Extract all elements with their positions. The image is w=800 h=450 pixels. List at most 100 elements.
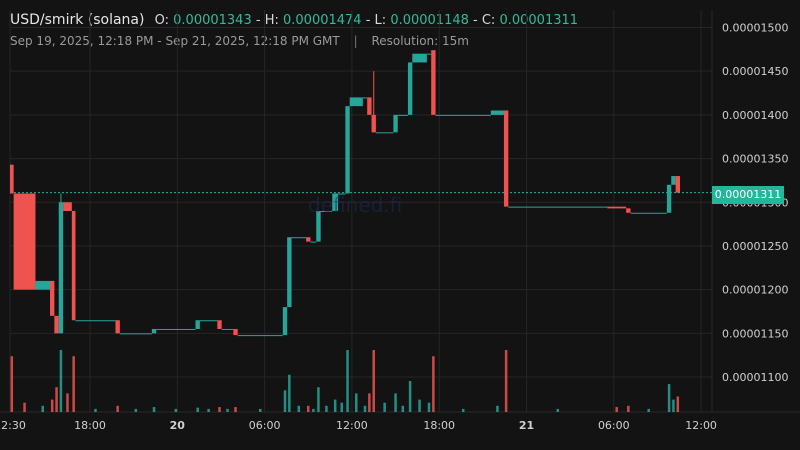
candle: [233, 328, 238, 336]
candle: [115, 320, 120, 334]
candle: [412, 53, 427, 63]
candle: [151, 328, 157, 334]
x-tick-label: 18:00: [423, 419, 455, 432]
candle: [35, 280, 51, 290]
volume-bar: [372, 350, 375, 412]
y-tick-label: 0.00001500: [722, 21, 788, 34]
pair-title: USD/smirk (solana): [10, 12, 145, 28]
candle: [199, 320, 218, 322]
volume-bar: [676, 396, 680, 412]
candle: [221, 328, 234, 330]
volume-bar: [66, 393, 69, 412]
candle: [630, 212, 667, 214]
volume-bar: [59, 350, 63, 412]
candle: [195, 320, 200, 329]
candle: [71, 211, 76, 321]
volume-bar: [116, 405, 119, 412]
candle: [316, 211, 321, 242]
volume-bar: [363, 405, 367, 412]
volume-bar: [234, 407, 237, 412]
volume-bar: [50, 399, 54, 412]
candle: [75, 320, 116, 322]
volume-bar: [55, 387, 58, 412]
volume-bar: [226, 408, 229, 412]
volume-bar: [174, 408, 178, 412]
candle: [320, 211, 333, 212]
volume-bar: [317, 387, 320, 412]
volume-bar: [297, 405, 301, 412]
y-tick-label: 0.00001250: [722, 240, 788, 253]
candle: [156, 328, 196, 330]
volume-bar: [196, 407, 199, 412]
volume-bar: [432, 356, 435, 412]
volume-bar: [383, 402, 386, 412]
high-label: H:: [264, 13, 279, 28]
volume-bar: [401, 405, 405, 412]
candle: [607, 206, 627, 209]
volume-bar: [340, 402, 343, 412]
volume-bar: [94, 408, 97, 412]
candles: [10, 50, 680, 337]
candle: [10, 164, 14, 194]
volume-bar: [504, 350, 508, 412]
watermark: defined.fi: [308, 193, 403, 217]
volume-bar: [627, 405, 630, 412]
candle: [217, 320, 222, 329]
chart-header: USD/smirk (solana) O: 0.00001343 - H: 0.…: [10, 12, 579, 28]
candle: [291, 237, 307, 239]
low-value: 0.00001148: [390, 13, 469, 28]
candle: [393, 114, 398, 133]
y-tick-label: 0.00001100: [722, 371, 788, 384]
close-value: 0.00001311: [499, 13, 579, 28]
candle: [626, 208, 631, 213]
x-tick-label: 20: [170, 419, 186, 432]
candle: [58, 202, 64, 334]
candle: [306, 237, 311, 242]
volume-bar: [307, 405, 310, 412]
volume-bar: [647, 408, 650, 412]
close-label: C:: [481, 13, 496, 28]
volume-bar: [355, 393, 358, 412]
candle: [490, 110, 504, 115]
x-tick-label: 21: [519, 419, 534, 432]
candle: [397, 114, 408, 116]
y-axis: 0.00001100 0.00001150 0.00001200 0.00001250…: [722, 21, 788, 384]
volume-bar: [10, 356, 14, 412]
open-value: 0.00001343: [173, 13, 252, 28]
y-tick-label: 0.00001350: [722, 153, 788, 166]
candle: [508, 206, 608, 208]
volume-bar: [394, 393, 397, 412]
volume-bars: [10, 350, 680, 412]
header-separator: |: [353, 34, 358, 48]
candle: [13, 193, 36, 290]
y-tick-label: 0.00001200: [722, 284, 788, 297]
volume-bar: [312, 408, 315, 412]
candle: [362, 97, 368, 99]
candle: [371, 114, 376, 133]
x-axis: 12:30 18:00 20 06:00 12:00 18:00 21 06:00 12:00: [0, 419, 717, 432]
volume-bar: [41, 405, 44, 412]
candle: [675, 176, 680, 193]
candle: [503, 110, 509, 207]
grid-lines: [0, 10, 800, 413]
volume-bar: [672, 399, 675, 412]
x-tick-label: 06:00: [249, 419, 281, 432]
candle: [282, 307, 288, 336]
candle: [119, 333, 152, 335]
candle: [50, 280, 55, 316]
high-value: 0.00001474: [283, 13, 362, 28]
volume-bar: [218, 407, 221, 412]
resolution-label: Resolution: 15m: [371, 34, 469, 48]
y-tick-label: 0.00001400: [722, 109, 788, 122]
candle: [431, 50, 436, 115]
volume-bar: [207, 408, 210, 412]
volume-bar: [288, 374, 291, 412]
volume-bar: [152, 407, 156, 412]
candle: [345, 106, 350, 194]
candle: [375, 132, 394, 134]
volume-bar: [325, 405, 328, 412]
volume-bar: [368, 393, 371, 412]
volume-bar: [283, 390, 287, 412]
candle: [407, 62, 413, 115]
